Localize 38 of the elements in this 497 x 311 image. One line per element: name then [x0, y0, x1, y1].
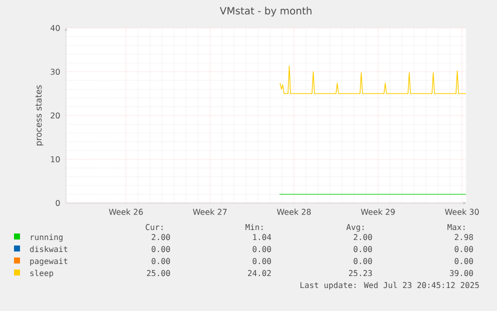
y-tick-label: 30: [50, 68, 60, 75]
text: 25.23: [348, 270, 372, 276]
legend-label: sleep: [30, 270, 54, 278]
x-tick-label: Week 28: [276, 208, 311, 215]
text: 39.00: [450, 270, 473, 276]
chart-title: VMstat - by month: [220, 6, 312, 16]
line-series: [280, 66, 466, 94]
x-tick-label: Week 29: [360, 208, 395, 215]
text: 2.00: [152, 234, 170, 240]
text: 0.00: [152, 258, 170, 264]
x-tick-label: Week 26: [108, 208, 143, 215]
y-tick-label: 20: [50, 112, 60, 119]
text: 24.02: [248, 270, 271, 276]
text: 0.00: [252, 246, 271, 252]
text: 0.00: [354, 246, 372, 252]
y-tick-label: 0: [56, 200, 60, 206]
text: 25.00: [146, 270, 170, 276]
text: 0.00: [454, 246, 473, 252]
y-tick-label: 40: [50, 24, 60, 32]
legend-label: running: [30, 234, 62, 242]
legend-label: diskwait: [30, 246, 68, 252]
text: 0.00: [354, 258, 372, 264]
x-tick-label: Week 27: [192, 208, 227, 215]
text: 0.00: [252, 258, 271, 264]
x-tick-label: Week 30: [444, 208, 479, 215]
text: Max:: [448, 224, 465, 230]
text: 1.04: [253, 234, 272, 240]
text: 2.00: [354, 234, 372, 240]
text: Cur:: [146, 224, 163, 230]
text: Min:: [246, 224, 263, 230]
text: Last update: Wed Jul 23 20:45:12 2025: [300, 282, 479, 290]
text: Avg:: [346, 224, 364, 232]
text: 0.00: [454, 258, 473, 264]
legend-label: pagewait: [30, 258, 68, 266]
y-axis-title: process states: [36, 85, 44, 146]
y-tick-label: 10: [51, 156, 60, 162]
text: 0.00: [152, 246, 170, 252]
text: 2.98: [454, 234, 473, 240]
